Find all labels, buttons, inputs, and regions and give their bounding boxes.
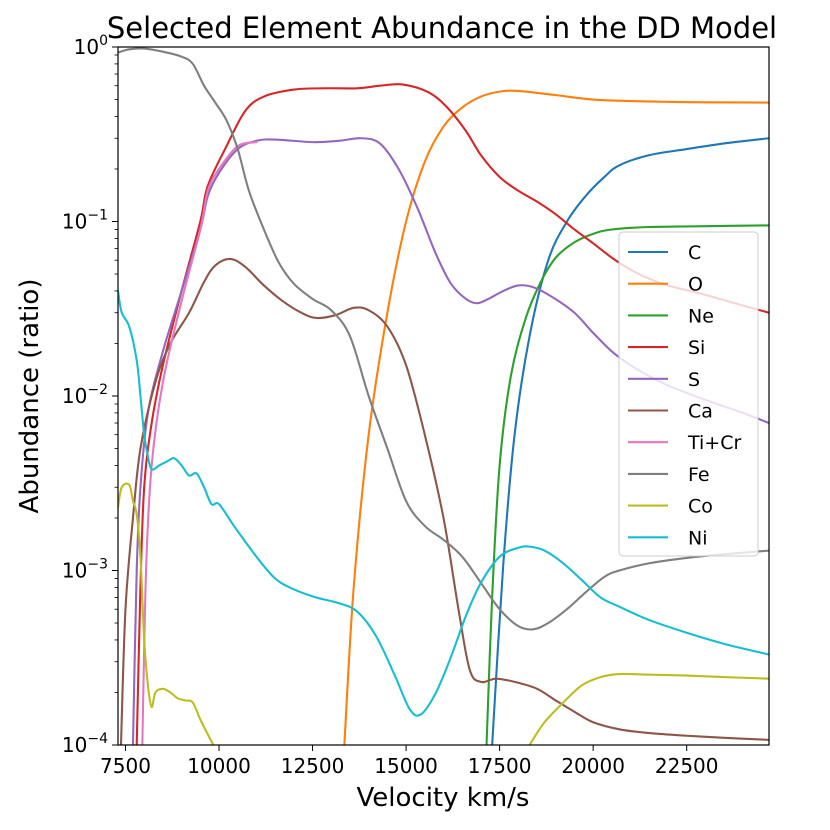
series-line-ni — [118, 289, 769, 717]
legend-label-c: C — [688, 242, 701, 264]
legend-label-ne: Ne — [688, 305, 714, 327]
y-tick-label: 10−4 — [62, 731, 108, 757]
legend-label-o: O — [688, 274, 703, 296]
series-line-s — [131, 137, 769, 745]
legend-label-si: Si — [688, 337, 705, 359]
legend-frame — [618, 231, 759, 557]
y-tick-label: 10−3 — [62, 557, 108, 583]
y-tick-label: 10−1 — [62, 208, 108, 234]
y-tick-label: 10−2 — [62, 382, 108, 408]
x-tick-label: 17500 — [468, 754, 532, 778]
y-axis-ticks: 10−4 10−3 10−2 10−1 100 — [62, 33, 118, 757]
series-line-co — [118, 482, 769, 745]
x-tick-label: 22500 — [655, 754, 719, 778]
x-tick-label: 12500 — [281, 754, 345, 778]
chart-title: Selected Element Abundance in the DD Mod… — [107, 11, 777, 45]
x-tick-label: 15000 — [374, 754, 438, 778]
x-tick-label: 10000 — [187, 754, 251, 778]
legend-label-fe: Fe — [688, 464, 710, 486]
legend-label-ni: Ni — [688, 527, 708, 549]
series-layer — [118, 47, 769, 745]
legend-label-co: Co — [688, 496, 713, 518]
x-axis-ticks: 7500 10000 12500 15000 17500 20000 22500 — [100, 745, 719, 778]
series-line-o — [343, 89, 769, 745]
series-line-ti-cr — [141, 141, 258, 745]
x-tick-label: 7500 — [100, 754, 151, 778]
series-line-fe — [118, 47, 769, 631]
legend-label-s: S — [688, 369, 700, 391]
x-tick-label: 20000 — [561, 754, 625, 778]
y-tick-label: 100 — [74, 33, 108, 59]
legend: CO Ne Si S Ca Ti+Cr Fe Co Ni — [618, 231, 759, 557]
series-line-c — [491, 137, 769, 745]
x-axis-label: Velocity km/s — [357, 783, 530, 813]
y-axis-label: Abundance (ratio) — [15, 279, 45, 514]
series-line-ne — [485, 224, 769, 745]
legend-label-ca: Ca — [688, 401, 713, 423]
legend-label-ti-cr: Ti+Cr — [687, 432, 741, 454]
